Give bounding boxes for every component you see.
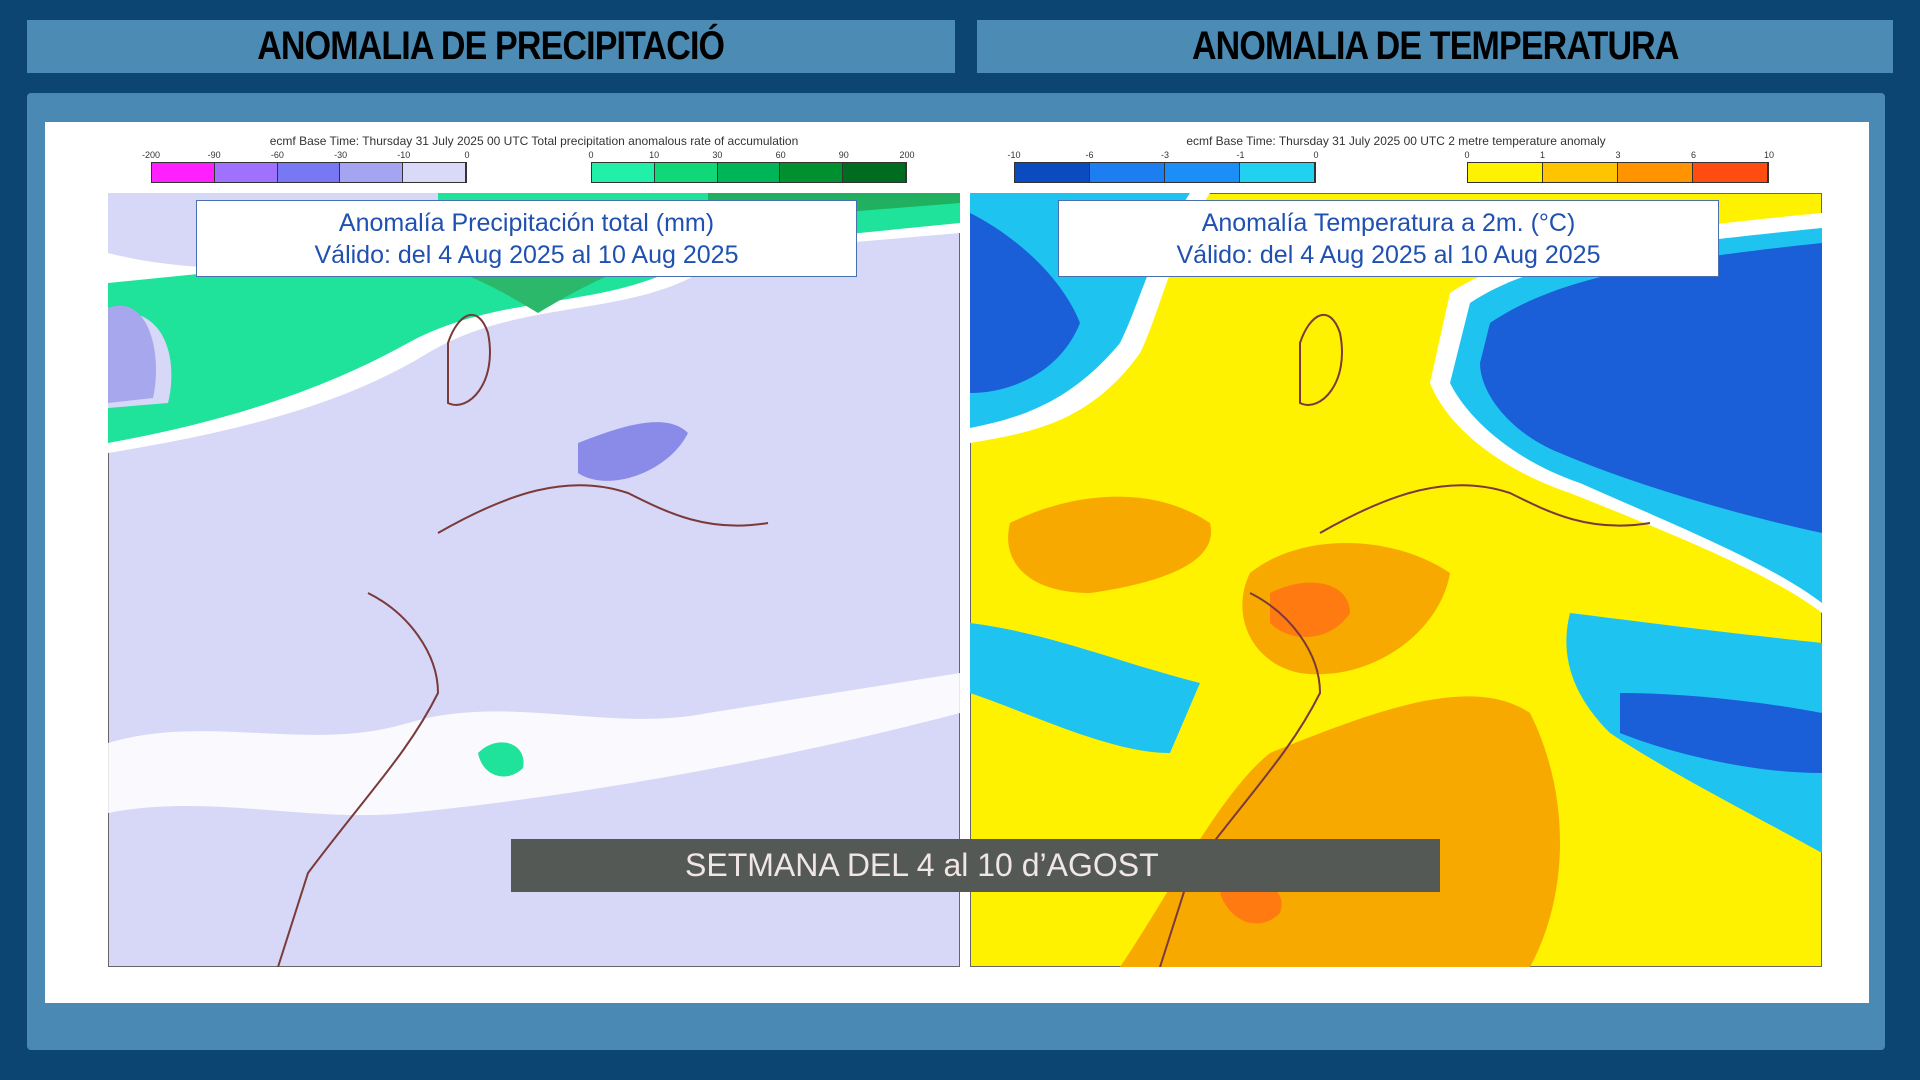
colorbar-tick-label: -10 (1007, 150, 1021, 160)
colorbar-tick-label: 6 (1690, 150, 1697, 160)
colorbar-tick-label: -6 (1085, 150, 1094, 160)
colorbar-tick-label: -90 (207, 150, 221, 160)
colorbar-segment (1543, 163, 1618, 182)
colorbar-tick-label: 0 (1313, 150, 1319, 160)
colorbar-tick-label: 10 (1763, 150, 1775, 160)
colorbar-tick-label: -3 (1160, 150, 1170, 160)
colorbar-segment (1240, 163, 1315, 182)
map-title-box: Anomalía Temperatura a 2m. (°C) Válido: … (1058, 200, 1719, 277)
colorbar-segment (214, 163, 278, 182)
colorbar-ticks: -10 -6 -3 -1 0 (1007, 150, 1319, 162)
colorbar (1014, 162, 1316, 183)
colorbar-tick-label: 200 (899, 150, 915, 160)
colorbar-tick-label: 3 (1615, 150, 1621, 160)
header-bar: ANOMALIA DE PRECIPITACIÓ (27, 20, 955, 73)
colorbar-ticks: 0 10 30 60 90 200 (588, 150, 914, 162)
map-validity: Válido: del 4 Aug 2025 al 10 Aug 2025 (1176, 241, 1601, 269)
colorbar-segment (1015, 163, 1090, 182)
map-title-box: Anomalía Precipitación total (mm) Válido… (196, 200, 857, 277)
colorbar-tick-label: 10 (649, 150, 660, 160)
colorbar-segment (592, 163, 655, 182)
colorbar-segment (1693, 163, 1768, 182)
colorbar-segment (152, 163, 215, 182)
colorbar-segment (843, 163, 906, 182)
colorbar-caption: ecmf Base Time: Thursday 31 July 2025 00… (1186, 134, 1606, 148)
temperature-map (970, 193, 1822, 967)
colorbar-tick-label: 60 (775, 150, 786, 160)
map-title: Anomalía Temperatura a 2m. (°C) (1201, 209, 1576, 237)
colorbar-tick-label: 0 (588, 150, 594, 160)
colorbar-tick-label: -60 (270, 150, 284, 160)
colorbar-segment (654, 163, 718, 182)
colorbar-segment (1090, 163, 1165, 182)
header-bar: ANOMALIA DE TEMPERATURA (977, 20, 1893, 73)
colorbar-tick-label: -1 (1236, 150, 1245, 160)
colorbar-ticks: 0 1 3 6 10 (1464, 150, 1774, 162)
colorbar-caption: ecmf Base Time: Thursday 31 July 2025 00… (269, 134, 799, 148)
colorbar-tick-label: -10 (397, 150, 411, 160)
colorbar-tick-label: 1 (1539, 150, 1546, 160)
header-title: ANOMALIA DE PRECIPITACIÓ (257, 24, 726, 68)
banner-text: SETMANA DEL 4 al 10 d’AGOST (685, 847, 1159, 883)
colorbar-tick-label: -30 (334, 150, 348, 160)
map-title: Anomalía Precipitación total (mm) (338, 209, 715, 237)
colorbar-segment (403, 163, 466, 182)
colorbar-segment (1165, 163, 1240, 182)
colorbar-segment (717, 163, 781, 182)
colorbar-ticks: -200 -90 -60 -30 -10 0 (142, 150, 470, 162)
colorbar-tick-label: 90 (838, 150, 849, 160)
colorbar-tick-label: 0 (464, 150, 470, 160)
colorbar (591, 162, 907, 183)
colorbar (1467, 162, 1769, 183)
colorbar-tick-label: -200 (141, 150, 161, 160)
map-validity: Válido: del 4 Aug 2025 al 10 Aug 2025 (314, 241, 739, 269)
colorbar-segment (277, 163, 341, 182)
colorbar-tick-label: 0 (1464, 150, 1470, 160)
colorbar-segment (780, 163, 844, 182)
colorbar-segment (340, 163, 404, 182)
colorbar-tick-label: 30 (712, 150, 723, 160)
week-banner: SETMANA DEL 4 al 10 d’AGOST (511, 839, 1440, 892)
colorbar-segment (1618, 163, 1693, 182)
colorbar (151, 162, 467, 183)
colorbar-segment (1468, 163, 1543, 182)
header-title: ANOMALIA DE TEMPERATURA (1191, 24, 1680, 68)
